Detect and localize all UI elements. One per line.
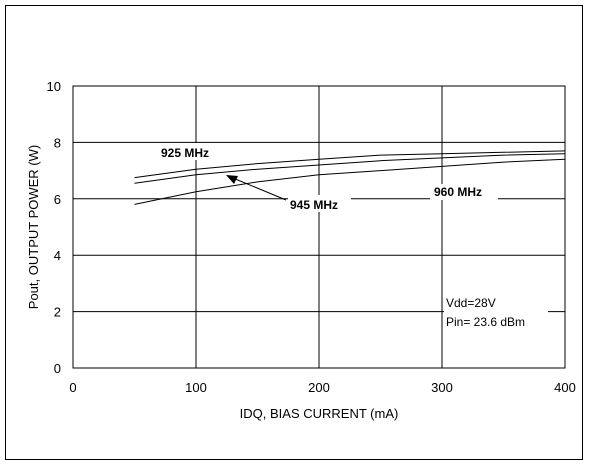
annotation-arrow (232, 177, 287, 201)
series-line-3 (134, 158, 566, 205)
x-tick-label: 200 (308, 380, 330, 395)
x-axis-title: IDQ, BIAS CURRENT (mA) (240, 406, 399, 421)
arrow-head-icon (226, 175, 238, 184)
series-line-1 (134, 150, 566, 179)
plot-area (72, 85, 566, 369)
series-label-925-mhz: 925 MHz (161, 146, 209, 160)
y-tick-label: 6 (54, 192, 61, 207)
series-label-960-mhz: 960 MHz (434, 185, 482, 199)
annotation-vdd: Vdd=28V (446, 296, 496, 310)
x-tick-label: 100 (185, 380, 207, 395)
x-tick-label: 300 (431, 380, 453, 395)
y-tick-label: 4 (54, 248, 61, 263)
series-lines (134, 150, 566, 205)
chart-frame (5, 5, 583, 460)
x-tick-label: 400 (554, 380, 576, 395)
y-tick-label: 10 (47, 79, 61, 94)
x-tick-label: 0 (69, 380, 76, 395)
y-tick-label: 0 (54, 361, 61, 376)
y-tick-label: 2 (54, 305, 61, 320)
series-line-2 (134, 153, 566, 184)
tick-labels: 0 100 200 300 400 0 2 4 6 8 10 (47, 79, 576, 395)
annotation-pin: Pin= 23.6 dBm (446, 315, 525, 329)
y-tick-label: 8 (54, 135, 61, 150)
series-label-945-mhz: 945 MHz (290, 198, 338, 212)
y-axis-title: Pout, OUTPUT POWER (W) (26, 145, 41, 309)
